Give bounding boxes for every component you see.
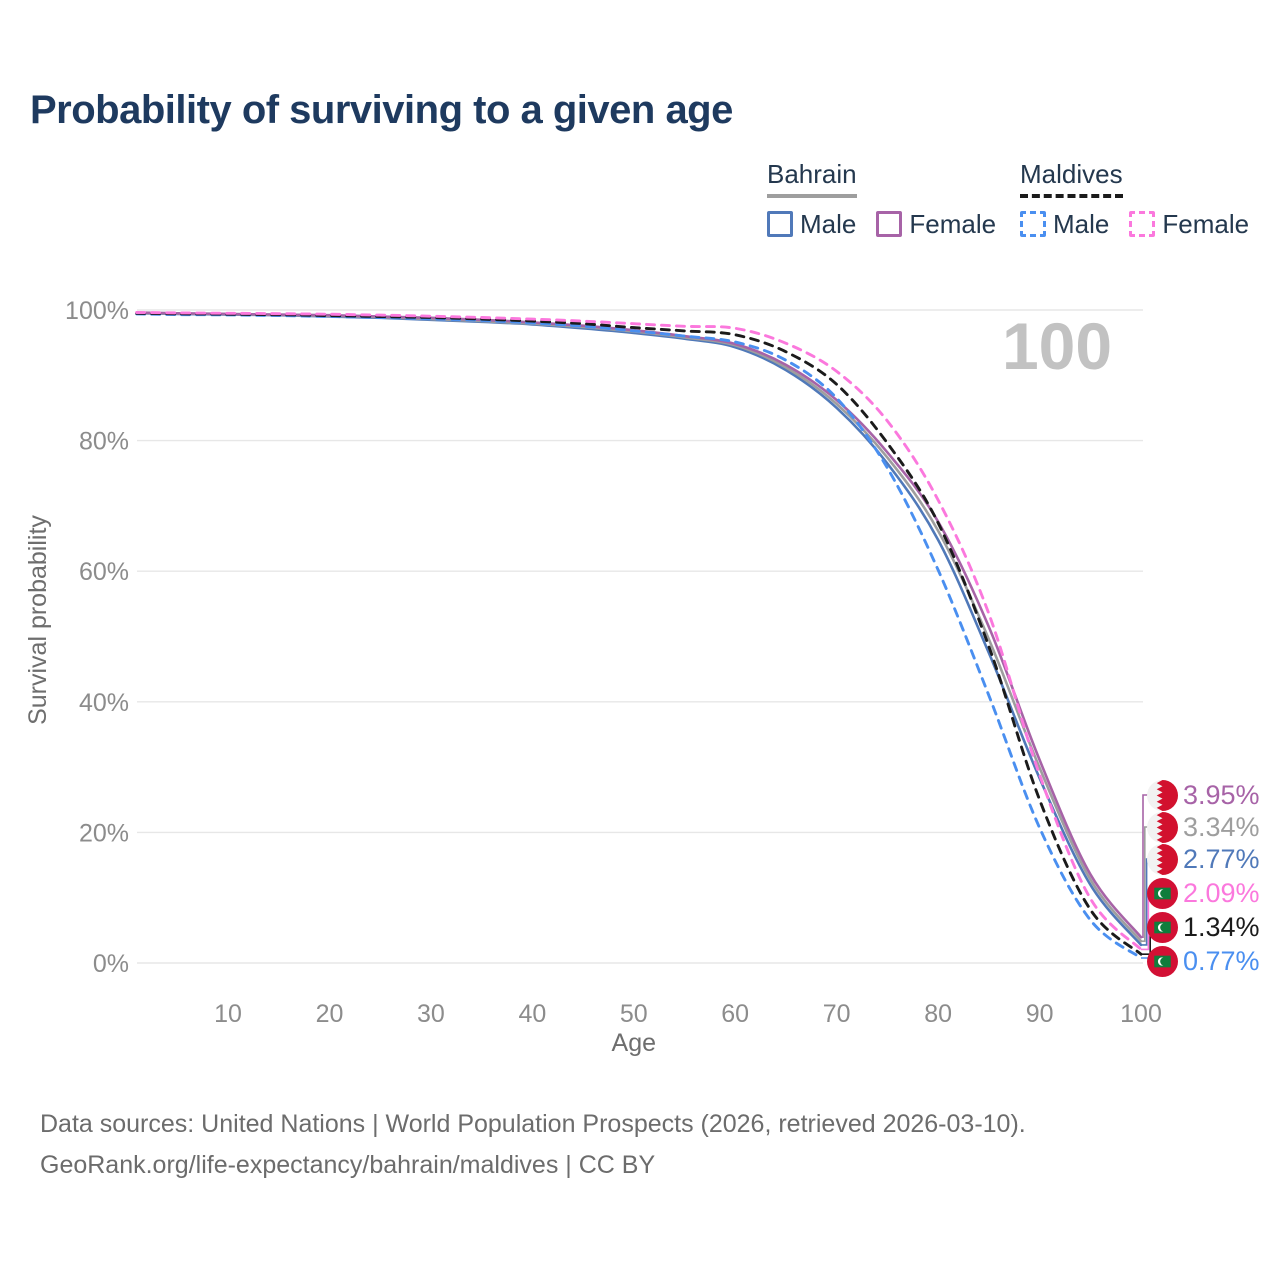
legend-swatch-maldives-male[interactable] (1020, 211, 1046, 238)
end-label-value: 1.34% (1183, 911, 1260, 942)
footer-data-sources: Data sources: United Nations | World Pop… (40, 1110, 1026, 1138)
maldives-flag-icon (1147, 911, 1178, 943)
end-label-row: 2.09% (1147, 877, 1260, 909)
y-tick-label: 100% (65, 297, 129, 325)
legend-label-bahrain-female[interactable]: Female (909, 208, 997, 239)
end-label-row: 1.34% (1147, 911, 1260, 943)
end-label-row: 0.77% (1147, 945, 1260, 977)
x-tick-label: 30 (417, 1000, 445, 1028)
end-label-row: 2.77% (1147, 843, 1260, 875)
y-tick-label: 0% (93, 950, 129, 978)
end-label-value: 3.34% (1183, 811, 1260, 842)
legend-row-bahrain: Male Female (767, 209, 1020, 240)
legend-group-maldives: Maldives Male Female (1020, 160, 1249, 240)
x-tick-label: 90 (1026, 1000, 1054, 1028)
legend-row-maldives: Male Female (1020, 209, 1249, 240)
legend-swatch-bahrain-female[interactable] (876, 211, 903, 238)
y-tick-label: 80% (79, 428, 129, 456)
end-label-row: 3.34% (1147, 811, 1260, 843)
legend-swatch-bahrain-male[interactable] (767, 211, 793, 238)
end-label-value: 3.95% (1183, 779, 1260, 810)
end-label-value: 2.09% (1183, 877, 1260, 908)
footer: Data sources: United Nations | World Pop… (40, 1104, 1026, 1186)
maldives-flag-icon (1147, 945, 1178, 977)
x-tick-label: 70 (823, 1000, 851, 1028)
y-axis-title: Survival probability (24, 515, 52, 725)
hover-age-watermark: 100 (1002, 309, 1112, 383)
legend-label-bahrain-male[interactable]: Male (800, 208, 857, 239)
end-label-value: 0.77% (1183, 945, 1260, 976)
legend-swatch-maldives-female[interactable] (1129, 211, 1156, 238)
maldives-flag-icon (1147, 877, 1178, 909)
y-tick-label: 40% (79, 689, 129, 717)
x-axis-title: Age (612, 1029, 656, 1057)
series-line-maldives-male[interactable] (135, 312, 1143, 960)
series-line-maldives-both-sexes[interactable] (135, 311, 1143, 956)
x-tick-label: 10 (214, 1000, 242, 1028)
x-tick-label: 60 (721, 1000, 749, 1028)
x-tick-label: 40 (518, 1000, 546, 1028)
end-label-row: 3.95% (1147, 779, 1260, 811)
x-tick-label: 20 (316, 1000, 344, 1028)
y-tick-label: 60% (79, 558, 129, 586)
bahrain-flag-icon (1147, 811, 1178, 843)
legend: Bahrain Male Female Maldives Male Female (767, 160, 1249, 240)
end-label-value: 2.77% (1183, 843, 1260, 874)
legend-group-bahrain: Bahrain Male Female (767, 160, 1020, 240)
legend-title-bahrain[interactable]: Bahrain (767, 160, 857, 198)
page-title: Probability of surviving to a given age (30, 88, 733, 132)
x-tick-label: 80 (924, 1000, 952, 1028)
x-tick-label: 100 (1120, 1000, 1162, 1028)
legend-label-maldives-male[interactable]: Male (1053, 208, 1110, 239)
legend-title-maldives[interactable]: Maldives (1020, 160, 1123, 198)
series-line-bahrain-female[interactable] (135, 311, 1143, 939)
series-line-maldives-female[interactable] (135, 311, 1143, 951)
x-tick-label: 50 (620, 1000, 648, 1028)
bahrain-flag-icon (1147, 843, 1178, 875)
y-tick-label: 20% (79, 819, 129, 847)
bahrain-flag-icon (1147, 779, 1178, 811)
legend-label-maldives-female[interactable]: Female (1162, 208, 1250, 239)
footer-attribution: GeoRank.org/life-expectancy/bahrain/mald… (40, 1151, 656, 1179)
